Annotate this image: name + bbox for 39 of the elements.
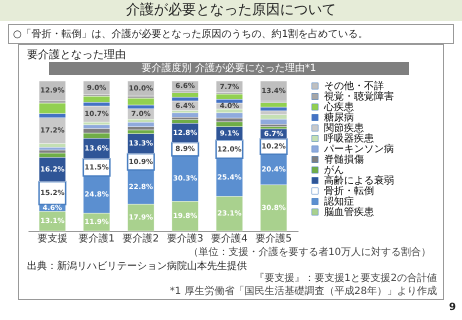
bar (172, 112, 199, 118)
legend-label: 心疾患 (323, 101, 354, 113)
text: 9 (449, 302, 456, 313)
legend-label: がん (324, 165, 344, 176)
text: 『要支援』：要支援1と要支援2の合計値 (254, 272, 437, 285)
legend-label: 呼吸器疾患 (324, 132, 374, 144)
x-tick-label: 要介護3 (166, 232, 204, 244)
x-tick-label: 要介護4 (211, 232, 248, 244)
bar (260, 118, 288, 125)
x-tick-label: 要介護5 (255, 232, 292, 244)
legend-label: 糖尿病 (324, 112, 354, 124)
text: 要介護度別 介護が必要になった理由*1 (49, 62, 409, 75)
x-tick-label: 要介護1 (78, 232, 115, 244)
legend-label: 認知症 (324, 196, 354, 208)
chart-subtitle: ○「骨折・転倒」は、介護が必要となった原因のうちの、約1割を占めている。 (8, 24, 454, 44)
legend-label: 視覚・聴覚障害 (324, 90, 394, 102)
text: *1 厚生労働省「国民生活基礎調査（平成28年）」より作成 (170, 284, 437, 298)
x-tick-label: 要介護2 (122, 232, 160, 244)
bar (172, 92, 199, 98)
bar (38, 102, 66, 114)
bar (127, 98, 154, 106)
legend-label: その他・不詳 (324, 80, 384, 92)
legend-label: 骨折・転倒 (324, 185, 374, 197)
bar (38, 147, 66, 150)
x-tick-label: 要支援 (37, 232, 68, 244)
legend-label: 関節疾患 (324, 122, 364, 134)
chart-title: 介護が必要となった原因について (0, 0, 462, 21)
legend-label: 脊髄損傷 (324, 154, 364, 166)
text: （単位：支援・介護を要する者10万人に対する割合） (188, 246, 431, 259)
bar (38, 118, 66, 144)
legend-label: パーキンソン病 (323, 143, 394, 155)
bar (38, 150, 66, 154)
bar (172, 117, 199, 120)
bar (216, 112, 243, 118)
legend-label: 高齢による衰弱 (324, 174, 394, 186)
source-note: 出典：新潟リハビリテーション病院山本先生提供 (27, 260, 247, 273)
legend-label: 脳血管疾患 (324, 206, 374, 218)
bar (127, 122, 154, 127)
text: 要介護となった理由 (27, 47, 126, 62)
